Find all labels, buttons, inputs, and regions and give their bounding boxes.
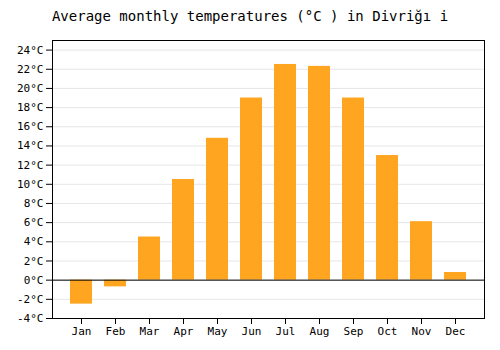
svg-text:0°C: 0°C <box>24 274 44 287</box>
svg-text:Jan: Jan <box>72 325 92 338</box>
svg-text:Sep: Sep <box>344 325 364 338</box>
svg-text:-2°C: -2°C <box>17 293 44 306</box>
svg-text:2°C: 2°C <box>24 255 44 268</box>
svg-text:6°C: 6°C <box>24 216 44 229</box>
svg-text:Dec: Dec <box>446 325 466 338</box>
svg-text:10°C: 10°C <box>17 178 44 191</box>
svg-text:12°C: 12°C <box>17 159 44 172</box>
svg-text:-4°C: -4°C <box>17 312 44 325</box>
svg-text:8°C: 8°C <box>24 197 44 210</box>
svg-text:24°C: 24°C <box>17 44 44 57</box>
svg-text:Apr: Apr <box>174 325 194 338</box>
svg-text:14°C: 14°C <box>17 139 44 152</box>
svg-text:Jul: Jul <box>276 325 296 338</box>
svg-text:Feb: Feb <box>106 325 126 338</box>
svg-text:Oct: Oct <box>378 325 398 338</box>
svg-text:4°C: 4°C <box>24 235 44 248</box>
svg-text:May: May <box>208 325 228 338</box>
svg-text:Nov: Nov <box>412 325 432 338</box>
svg-text:18°C: 18°C <box>17 101 44 114</box>
svg-text:16°C: 16°C <box>17 120 44 133</box>
svg-text:Mar: Mar <box>140 325 160 338</box>
svg-text:Aug: Aug <box>310 325 330 338</box>
html-text:Average monthly temperatures (: Average monthly temperatures (°C ) in Di… <box>51 8 449 24</box>
svg-text:20°C: 20°C <box>17 82 44 95</box>
svg-text:Jun: Jun <box>242 325 262 338</box>
svg-text:22°C: 22°C <box>17 63 44 76</box>
